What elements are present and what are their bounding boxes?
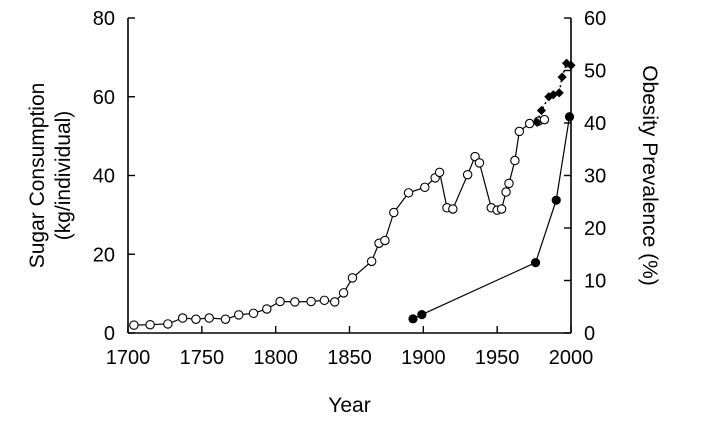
data-point-sugar [524,118,535,129]
x-axis-title: Year [328,394,370,417]
data-point-sugar-recent [554,88,564,98]
x-tick-label: 1750 [180,347,225,369]
data-point-sugar-recent [548,90,558,100]
axis-labels: Year Sugar Consumption (kg/individual) Obes… [26,65,661,417]
data-point-sugar [163,319,173,329]
data-point-sugar [474,158,485,168]
y-left-axis-title-line1: Sugar Consumption [26,83,49,269]
data-point-sugar [420,182,430,193]
data-point-sugar [145,319,155,330]
data-point-sugar [389,207,399,218]
data-point-sugar [470,151,480,162]
data-point-sugar [504,178,514,189]
data-point-sugar [129,320,139,330]
data-point-sugar [275,296,285,307]
data-point-sugar [434,167,445,178]
axes: 1700 1750 1800 1850 1900 1950 2000020406080010… [93,8,607,369]
y-left-tick-label: 60 [93,87,115,109]
y-right-tick-label: 30 [584,166,606,188]
data-point-obesity [417,310,427,320]
x-tick-label: 1800 [253,347,298,369]
y-left-axis-title-line2: (kg/individual) [52,111,75,241]
data-point-sugar-recent [561,58,572,68]
data-point-sugar [462,169,473,180]
data-point-sugar [220,314,231,324]
data-point-sugar [262,304,272,314]
data-point-sugar [514,126,525,137]
data-point-sugar [448,204,458,214]
y-left-tick-label: 20 [93,244,115,266]
x-tick-label: 1850 [327,347,372,369]
y-right-tick-label: 40 [584,113,606,135]
data-point-sugar [539,114,550,125]
data-point-obesity [408,314,418,324]
y-right-tick-label: 0 [584,323,595,345]
data-point-sugar [248,308,259,319]
x-tick-label: 1900 [401,347,446,369]
data-point-sugar [319,295,330,306]
y-right-axis-title: Obesity Prevalence (%) [638,65,661,286]
data-point-obesity [551,195,561,205]
y-left-tick-label: 40 [93,166,115,188]
data-point-sugar [510,155,520,166]
y-right-tick-label: 20 [584,218,606,240]
series-layer [129,58,576,330]
data-point-sugar [191,314,201,324]
data-point-sugar [177,313,188,323]
data-point-sugar [366,256,377,267]
data-point-sugar [338,288,349,298]
data-point-obesity [530,258,541,268]
y-left-tick-label: 0 [104,323,115,345]
series-filled-diamond [532,58,576,127]
data-point-sugar [403,188,414,198]
data-point-sugar [234,310,244,320]
data-point-sugar-recent [532,117,542,127]
x-tick-label: 1950 [475,347,520,369]
data-point-sugar-recent [557,72,567,82]
y-left-tick-label: 80 [93,8,115,30]
y-right-tick-label: 50 [584,61,606,83]
data-point-sugar [496,204,507,214]
data-point-sugar-recent [566,60,576,70]
data-point-sugar [204,313,214,323]
data-point-obesity [564,112,575,122]
data-point-sugar [380,235,390,246]
series-line-open-circle [133,119,545,326]
series-line-filled-circle [412,116,571,320]
data-point-sugar-recent [536,105,547,116]
series-open-circle [129,114,550,330]
x-tick-label: 2000 [549,347,594,369]
data-point-sugar [306,296,316,307]
x-tick-label: 1700 [106,347,151,369]
data-point-sugar [347,273,358,283]
data-point-sugar [501,187,511,197]
y-right-tick-label: 10 [584,271,606,293]
data-point-sugar-recent [544,92,554,102]
data-point-sugar [290,297,300,307]
y-right-tick-label: 60 [584,8,606,30]
data-point-sugar [329,297,340,307]
series-filled-circle [408,112,575,324]
